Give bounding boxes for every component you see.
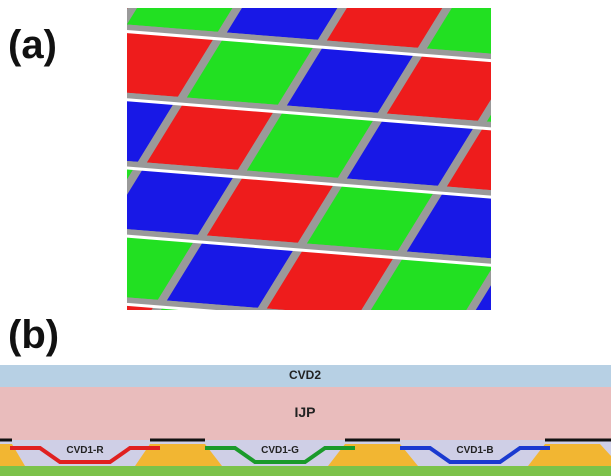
subpixel [520,0,611,68]
substrate [0,466,611,476]
subpixel [500,198,611,271]
panel-label: (a) [8,23,57,67]
layer-label: IJP [294,404,315,420]
subpixel [0,85,80,158]
layer-label: CVD2 [289,368,321,382]
figure: (a) (b) CVD2 IJP CVD1-R CVD1-G CVD1-B [0,0,611,476]
subpixel [540,133,611,206]
subpixel [0,223,100,296]
subpixel [580,68,611,141]
subpixel [480,60,611,133]
subpixel [0,0,60,20]
cross-section: CVD2 IJP CVD1-R CVD1-G CVD1-B [0,365,611,476]
layer-label: CVD1-R [66,445,104,456]
layer-label: CVD1-B [456,445,493,456]
subpixel [0,158,140,231]
subpixel [0,150,40,223]
layer-label: CVD1-G [261,445,299,456]
panel-label: (b) [8,313,59,357]
